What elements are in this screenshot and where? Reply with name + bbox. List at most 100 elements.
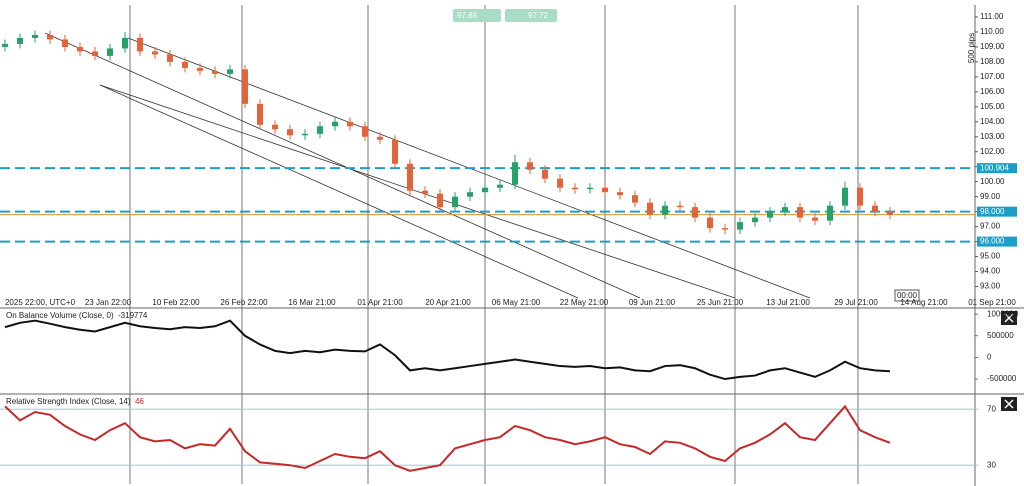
candle-body <box>452 196 458 208</box>
candle-body <box>497 184 503 188</box>
candle-body <box>767 211 773 218</box>
obv-title: On Balance Volume (Close, 0) <box>6 311 114 320</box>
close-obv[interactable] <box>1001 311 1017 325</box>
price-tick-label: 109.00 <box>980 42 1005 51</box>
price-tick-label: 106.00 <box>980 87 1005 96</box>
candle-body <box>32 34 38 38</box>
candle-body <box>467 192 473 197</box>
candle-body <box>512 162 518 185</box>
buy-button[interactable] <box>505 9 557 22</box>
candle-body <box>122 37 128 49</box>
price-tick-label: 104.00 <box>980 117 1005 126</box>
time-label: 22 May 21:00 <box>560 298 609 307</box>
candle-body <box>182 61 188 68</box>
candle-body <box>557 178 563 188</box>
candle-body <box>857 187 863 206</box>
price-tick-label: 102.00 <box>980 147 1005 156</box>
time-label: 25 Jun 21:00 <box>697 298 744 307</box>
time-label: 29 Jul 21:00 <box>834 298 878 307</box>
price-tick-label: 100.00 <box>980 177 1005 186</box>
candle-body <box>527 162 533 170</box>
time-label: 13 Jul 21:00 <box>766 298 810 307</box>
level-label: 100.904 <box>980 163 1009 172</box>
obv-tick-label: -500000 <box>987 374 1017 383</box>
level-tag <box>977 206 1017 217</box>
candle-body <box>572 187 578 190</box>
candle-body <box>212 70 218 74</box>
candle-body <box>332 121 338 127</box>
price-tick-label: 103.00 <box>980 132 1005 141</box>
time-box-label: 00:00 <box>897 291 918 300</box>
candle-body <box>482 187 488 193</box>
candle-body <box>872 205 878 212</box>
candle-body <box>407 163 413 191</box>
candle-body <box>197 67 203 71</box>
obv-tick-label: 0 <box>987 353 992 362</box>
ask-price: 97.72 <box>528 11 549 20</box>
candle-body <box>617 192 623 196</box>
candle-body <box>812 217 818 221</box>
candle-body <box>737 222 743 230</box>
time-label: 14 Aug 21:00 <box>900 298 948 307</box>
time-label: 2025 22:00, UTC+0 <box>5 298 76 307</box>
candle-body <box>437 193 443 208</box>
candle-body <box>317 126 323 134</box>
candle-body <box>827 205 833 221</box>
candle-body <box>797 207 803 218</box>
candle-body <box>347 121 353 127</box>
candle-body <box>227 69 233 74</box>
candle-body <box>47 34 53 40</box>
candle-body <box>842 187 848 206</box>
candle-body <box>587 187 593 190</box>
candle-body <box>17 37 23 44</box>
candle-body <box>377 136 383 140</box>
candle-body <box>362 126 368 137</box>
price-tick-label: 93.00 <box>980 282 1001 291</box>
candle-body <box>77 46 83 52</box>
close-rsi[interactable] <box>1001 397 1017 411</box>
candle-body <box>647 202 653 215</box>
time-label: 01 Sep 21:00 <box>968 298 1016 307</box>
candle-body <box>62 39 68 47</box>
obv-tick-label: 500000 <box>987 331 1014 340</box>
candle-body <box>752 217 758 223</box>
price-tick-label: 108.00 <box>980 57 1005 66</box>
candle-body <box>167 54 173 62</box>
price-tick-label: 95.00 <box>980 252 1001 261</box>
candle-body <box>677 205 683 208</box>
sell-button[interactable] <box>453 9 501 22</box>
candle-body <box>257 103 263 125</box>
time-box <box>894 289 920 302</box>
candle-body <box>707 217 713 229</box>
pips-label: 500 pips <box>967 33 976 63</box>
candle-body <box>287 129 293 136</box>
candle-body <box>602 187 608 193</box>
time-label: 20 Apr 21:00 <box>425 298 471 307</box>
candle-body <box>422 190 428 194</box>
level-label: 96.000 <box>980 237 1005 246</box>
candle-body <box>137 37 143 52</box>
obv-tick-label: 1000000 <box>987 309 1019 318</box>
candle-body <box>272 124 278 130</box>
price-tick-label: 97.00 <box>980 222 1001 231</box>
price-tick-label: 105.00 <box>980 102 1005 111</box>
level-tag <box>977 236 1017 247</box>
time-label: 06 May 21:00 <box>492 298 541 307</box>
price-tick-label: 94.00 <box>980 267 1001 276</box>
candle-body <box>692 207 698 218</box>
time-label: 26 Feb 22:00 <box>220 298 268 307</box>
candle-body <box>662 205 668 215</box>
price-tick-label: 99.00 <box>980 192 1001 201</box>
rsi-tick-label: 30 <box>987 460 996 469</box>
rsi-tick-label: 70 <box>987 404 996 413</box>
candle-body <box>722 228 728 230</box>
rsi-line <box>4 404 891 472</box>
candle-body <box>632 195 638 203</box>
time-label: 09 Jun 21:00 <box>629 298 676 307</box>
level-label: 98.000 <box>980 207 1005 216</box>
candle-body <box>152 51 158 55</box>
candle-body <box>782 207 788 212</box>
level-tag <box>977 163 1017 174</box>
